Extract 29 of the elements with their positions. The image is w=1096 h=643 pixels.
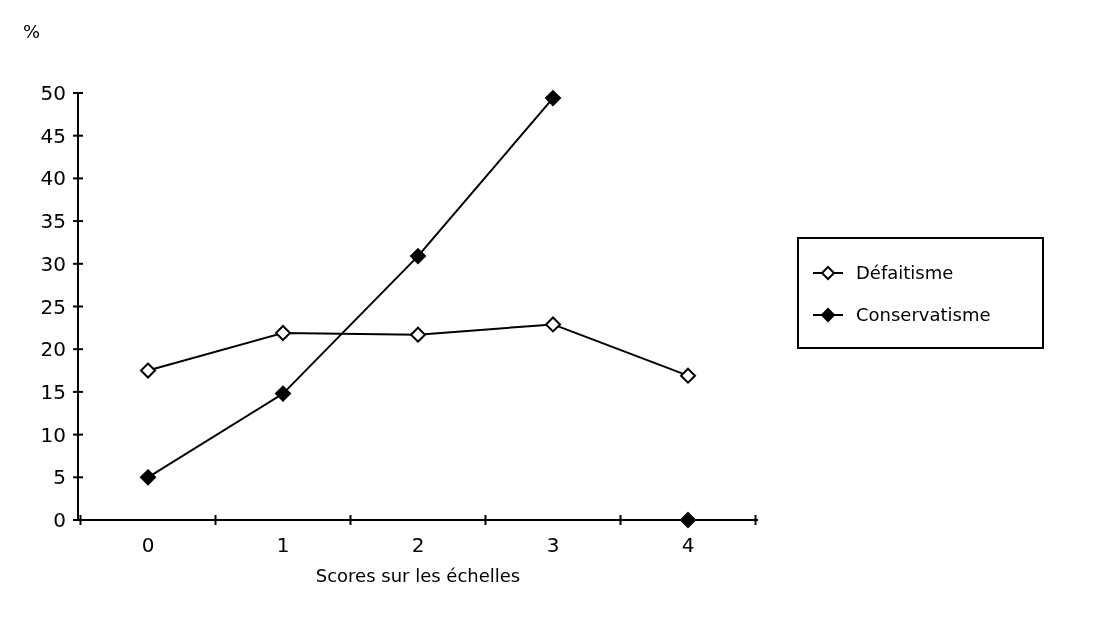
y-tick-label: 35 [40,209,66,234]
x-tick-label: 1 [276,533,290,557]
y-tick-label: 25 [40,294,66,319]
legend-label: Défaitisme [856,262,954,284]
y-tick-label: 15 [40,379,66,404]
y-tick-label: 50 [40,81,66,105]
point [410,326,426,343]
x-axis-title: Scores sur les échelles [315,565,521,586]
point [275,385,291,402]
x-tick-label: 4 [681,533,695,557]
legend-label: Conservatisme [856,304,991,326]
point [680,367,696,384]
x-tick-label: 3 [546,533,560,557]
point [140,362,156,379]
point [410,248,426,265]
y-tick-label: 20 [40,337,66,362]
point [140,469,156,486]
point [545,90,561,107]
y-axis-title: % [23,21,41,42]
x-tick-label: 0 [141,533,155,557]
y-tick-label: 30 [40,251,66,276]
y-tick-label: 40 [40,166,66,191]
point [545,316,561,333]
y-tick-label: 5 [53,465,66,490]
y-tick-label: 45 [40,123,66,148]
point [275,324,291,341]
y-tick-label: 10 [40,422,66,447]
y-tick-label: 0 [53,508,66,532]
x-tick-label: 2 [411,533,425,557]
